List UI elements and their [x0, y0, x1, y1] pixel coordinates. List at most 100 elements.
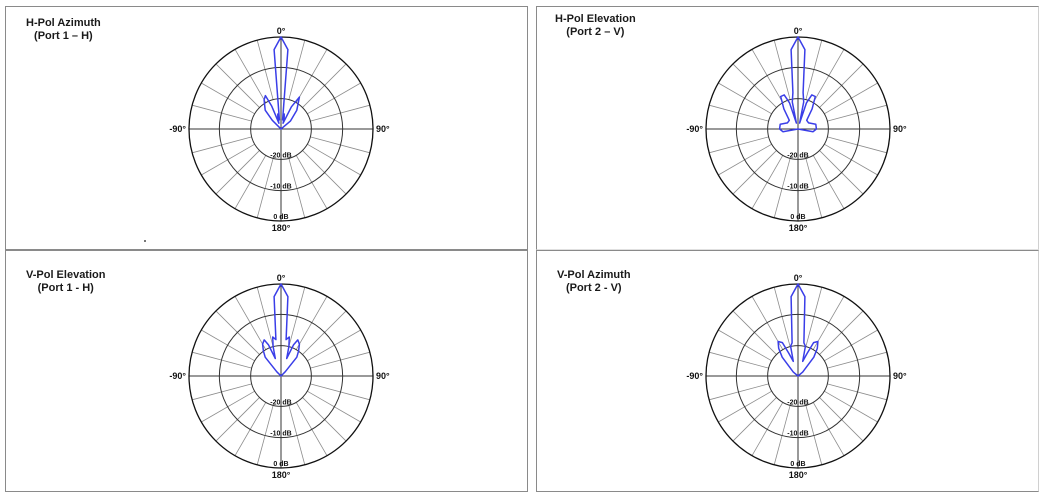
- polar-plot: -20 dB -10 dB 0 dB 0° 180° 90° -90°: [686, 273, 907, 480]
- grid-spoke: [310, 351, 370, 369]
- grid-spoke: [307, 82, 361, 115]
- ring-label: -20 dB: [270, 152, 291, 159]
- ring-label: -20 dB: [270, 399, 291, 406]
- grid-spoke: [805, 158, 823, 218]
- grid-spoke: [827, 136, 887, 154]
- grid-spoke: [812, 402, 845, 456]
- grid-spoke: [201, 329, 255, 362]
- grid-spoke: [307, 143, 361, 176]
- grid-spoke: [288, 158, 306, 218]
- ring-label: 0 dB: [273, 214, 288, 221]
- polar-plot: -20 dB -10 dB 0 dB 0° 180° 90° -90°: [169, 26, 390, 233]
- grid-spoke: [256, 158, 274, 218]
- chart-title-line-2: (Port 2 – V): [566, 26, 625, 38]
- grid-spoke: [256, 40, 274, 100]
- chart-panel-h-pol-azimuth: H-Pol Azimuth (Port 1 – H) -20 dB -10 dB 0…: [5, 6, 528, 250]
- grid-spoke: [805, 40, 823, 100]
- angle-label-right: 90°: [376, 371, 390, 381]
- grid-spoke: [773, 40, 791, 100]
- grid-spoke: [310, 383, 370, 401]
- grid-ring: [250, 98, 312, 160]
- grid-ring: [767, 98, 829, 160]
- ring-label: -10 dB: [787, 431, 808, 438]
- chart-title: V-Pol Azimuth (Port 2 - V): [557, 269, 631, 295]
- antenna-pattern: [263, 36, 301, 130]
- ring-label: -20 dB: [787, 399, 808, 406]
- angle-label-left: -90°: [169, 371, 186, 381]
- grid-spoke: [709, 383, 769, 401]
- grid-spoke: [307, 390, 361, 423]
- chart-title-line-1: V-Pol Azimuth: [557, 269, 631, 281]
- grid-spoke: [201, 390, 255, 423]
- grid-spoke: [709, 104, 769, 122]
- ring-label: -10 dB: [270, 431, 291, 438]
- grid-ring: [767, 345, 829, 407]
- grid-spoke: [234, 402, 267, 456]
- grid-spoke: [827, 383, 887, 401]
- angle-label-left: -90°: [686, 124, 703, 134]
- grid-spoke: [718, 390, 772, 423]
- grid-ring: [218, 66, 344, 192]
- grid-spoke: [288, 40, 306, 100]
- grid-spoke: [824, 143, 878, 176]
- chart-title-line-1: H-Pol Elevation: [555, 13, 636, 25]
- polar-plot: -20 dB -10 dB 0 dB 0° 180° 90° -90°: [686, 26, 907, 233]
- grid-spoke: [201, 143, 255, 176]
- angle-label-top: 0°: [794, 273, 803, 283]
- grid-spoke: [192, 351, 252, 369]
- grid-spoke: [812, 155, 845, 209]
- grid-spoke: [256, 287, 274, 347]
- antenna-pattern: [261, 283, 301, 377]
- stray-dot: [144, 240, 146, 242]
- ring-label: -10 dB: [270, 184, 291, 191]
- grid-spoke: [288, 287, 306, 347]
- chart-panel-v-pol-elevation: V-Pol Elevation (Port 1 - H) -20 dB -10 d…: [5, 250, 528, 492]
- grid-spoke: [310, 136, 370, 154]
- grid-spoke: [824, 329, 878, 362]
- grid-spoke: [234, 296, 267, 350]
- grid-spoke: [234, 49, 267, 103]
- grid-spoke: [192, 136, 252, 154]
- grid-spoke: [718, 329, 772, 362]
- grid-spoke: [192, 383, 252, 401]
- chart-title: H-Pol Azimuth (Port 1 – H): [26, 17, 101, 43]
- angle-label-bottom: 180°: [272, 223, 291, 233]
- grid-spoke: [718, 82, 772, 115]
- grid-spoke: [773, 158, 791, 218]
- chart-title-line-2: (Port 1 – H): [34, 30, 93, 42]
- chart-panel-v-pol-azimuth: V-Pol Azimuth (Port 2 - V) -20 dB -10 dB 0…: [536, 250, 1039, 492]
- polar-plot: -20 dB -10 dB 0 dB 0° 180° 90° -90°: [169, 273, 390, 480]
- grid-spoke: [295, 296, 328, 350]
- angle-label-bottom: 180°: [789, 470, 808, 480]
- grid-spoke: [751, 155, 784, 209]
- grid-ring: [735, 66, 861, 192]
- ring-label: -10 dB: [787, 184, 808, 191]
- grid-spoke: [805, 287, 823, 347]
- grid-spoke: [709, 136, 769, 154]
- angle-label-right: 90°: [376, 124, 390, 134]
- angle-label-left: -90°: [169, 124, 186, 134]
- grid-spoke: [812, 49, 845, 103]
- angle-label-left: -90°: [686, 371, 703, 381]
- angle-label-right: 90°: [893, 124, 907, 134]
- ring-label: 0 dB: [790, 461, 805, 468]
- chart-title-line-2: (Port 1 - H): [37, 282, 94, 294]
- chart-title-line-1: V-Pol Elevation: [26, 269, 106, 281]
- ring-label: -20 dB: [787, 152, 808, 159]
- angle-label-top: 0°: [277, 273, 286, 283]
- grid-ring: [218, 313, 344, 439]
- grid-spoke: [824, 390, 878, 423]
- grid-spoke: [295, 49, 328, 103]
- angle-label-right: 90°: [893, 371, 907, 381]
- grid-spoke: [812, 296, 845, 350]
- angle-label-top: 0°: [794, 26, 803, 36]
- ring-label: 0 dB: [790, 214, 805, 221]
- angle-label-bottom: 180°: [789, 223, 808, 233]
- grid-spoke: [201, 82, 255, 115]
- grid-spoke: [773, 405, 791, 465]
- grid-spoke: [288, 405, 306, 465]
- chart-title-line-1: H-Pol Azimuth: [26, 17, 101, 29]
- grid-spoke: [192, 104, 252, 122]
- chart-title-line-2: (Port 2 - V): [565, 282, 622, 294]
- grid-ring: [250, 345, 312, 407]
